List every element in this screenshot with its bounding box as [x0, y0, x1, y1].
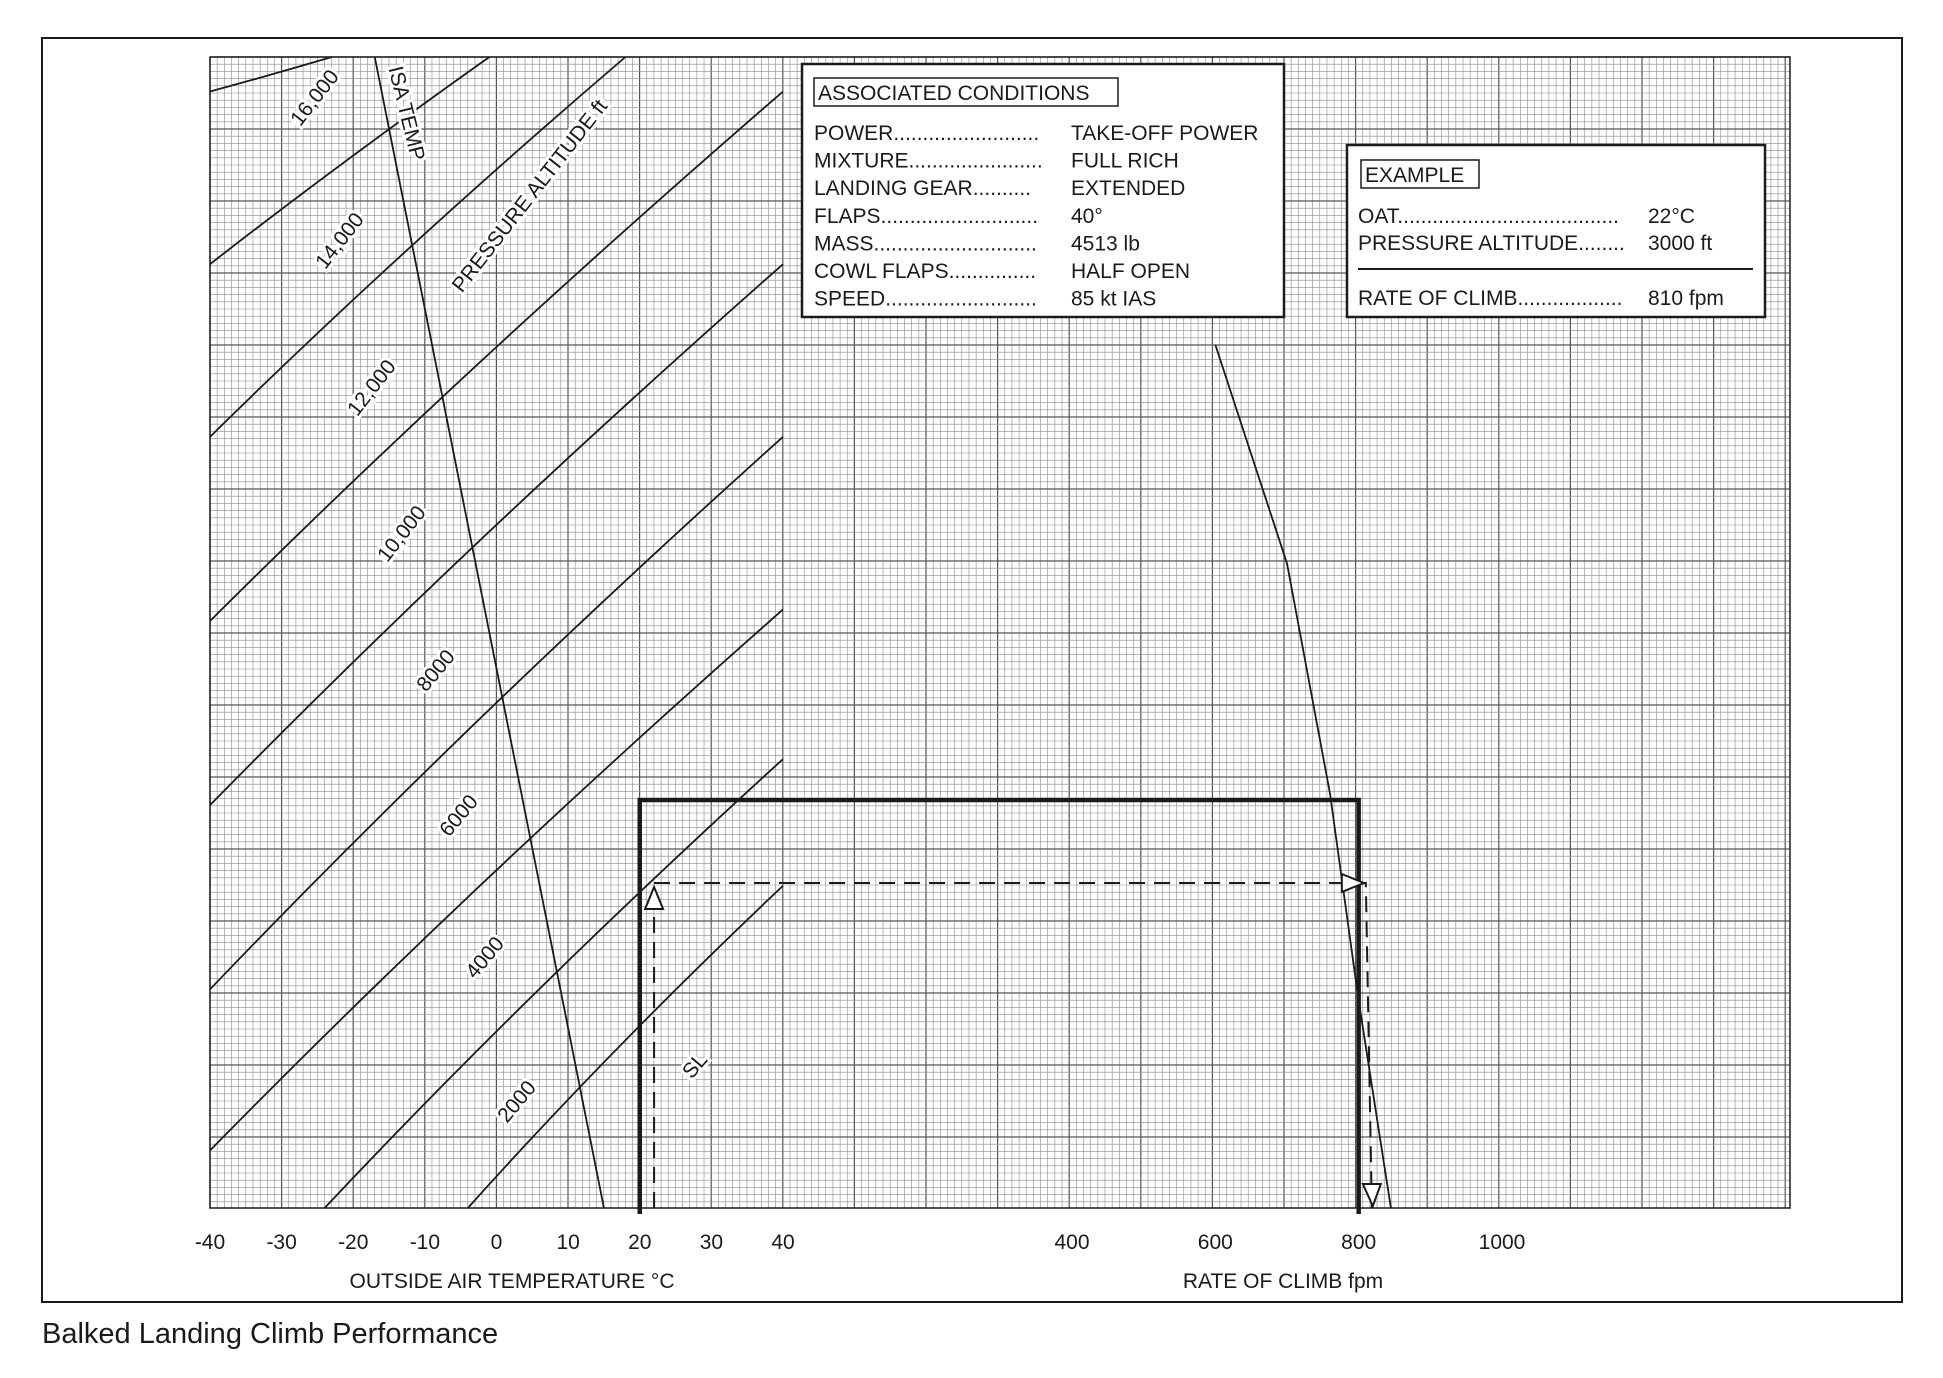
arrow-up-icon — [643, 884, 665, 910]
condition-value: 85 kt IAS — [1071, 288, 1156, 311]
example-value: 22°C — [1648, 205, 1695, 228]
altitude-line-8000 — [209, 263, 784, 806]
condition-value: HALF OPEN — [1071, 260, 1190, 283]
line-label-16000: 16,000 — [286, 66, 344, 131]
condition-value: 4513 lb — [1071, 232, 1140, 255]
roc-tick-label: 800 — [1341, 1231, 1376, 1254]
condition-value: 40° — [1071, 205, 1103, 228]
associated-conditions-box: ASSOCIATED CONDITIONS POWER.............… — [800, 62, 1286, 319]
condition-label: SPEED.......................... — [814, 288, 1037, 311]
altitude-line-4000 — [209, 608, 784, 1152]
plot-area-border — [209, 56, 1791, 1209]
condition-label: COWL FLAPS............... — [814, 260, 1036, 283]
rate-of-climb-curve — [1214, 344, 1392, 1209]
line-label-group: 6000 — [432, 788, 486, 845]
chart-frame — [41, 37, 1903, 1303]
example-box: EXAMPLE OAT.............................… — [1345, 143, 1767, 319]
axis-ticks: -40 -30 -20 -10 0 10 20 30 40 400 600 800 1000 — [195, 1231, 1526, 1254]
line-label-6000: 6000 — [435, 791, 483, 842]
temperature-tick-label: -20 — [338, 1231, 368, 1254]
line-label-4000: 4000 — [461, 933, 509, 984]
line-label-group: 2000 — [490, 1074, 544, 1131]
example-paths — [637, 797, 1383, 1214]
altitude-line-14000 — [209, 56, 490, 265]
example-result-label: RATE OF CLIMB.................. — [1358, 287, 1622, 310]
temperature-axis-label: OUTSIDE AIR TEMPERATURE °C — [350, 1270, 675, 1293]
altitude-line-isatemp — [373, 56, 605, 1209]
altitude-line-6000 — [209, 436, 784, 990]
line-label-2000: 2000 — [493, 1077, 541, 1128]
temperature-tick-label: 20 — [628, 1231, 651, 1254]
condition-label: MASS............................ — [814, 232, 1037, 255]
condition-label: MIXTURE....................... — [814, 150, 1043, 173]
condition-value: EXTENDED — [1071, 177, 1185, 200]
line-label-group: 4000 — [458, 930, 512, 987]
temperature-tick-label: -10 — [410, 1231, 440, 1254]
figure-caption: Balked Landing Climb Performance — [42, 1318, 499, 1350]
arrow-down-icon — [1361, 1183, 1383, 1209]
line-label-sl: SL — [678, 1049, 712, 1083]
line-labels: 16,00014,00012,00010,0008000600040002000… — [283, 61, 715, 1131]
temperature-tick-label: 30 — [700, 1231, 723, 1254]
condition-value: TAKE-OFF POWER — [1071, 122, 1258, 145]
condition-label: LANDING GEAR.......... — [814, 177, 1031, 200]
example-title: EXAMPLE — [1365, 164, 1464, 187]
arrow-right-icon — [1340, 872, 1367, 894]
associated-conditions-title: ASSOCIATED CONDITIONS — [818, 82, 1089, 105]
condition-label: FLAPS........................... — [814, 205, 1038, 228]
temperature-tick-label: 10 — [556, 1231, 579, 1254]
line-label-group: 8000 — [409, 643, 463, 700]
roc-axis-label: RATE OF CLIMB fpm — [1183, 1270, 1383, 1293]
example-label: OAT.....................................… — [1358, 205, 1619, 228]
altitude-line-2000 — [323, 758, 784, 1209]
roc-tick-label: 600 — [1198, 1231, 1233, 1254]
line-label-pressurealtitude: PRESSURE ALTITUDE ft — [448, 95, 613, 297]
temperature-tick-label: 0 — [491, 1231, 503, 1254]
condition-label: POWER......................... — [814, 122, 1039, 145]
temperature-tick-label: 40 — [771, 1231, 794, 1254]
reference-solid-path — [637, 797, 1361, 1214]
altitude-line-10000 — [209, 90, 784, 622]
example-dashed-path — [653, 882, 1373, 1209]
altitude-line-12000 — [209, 56, 627, 438]
line-label-group: SL — [675, 1046, 715, 1086]
roc-tick-label: 400 — [1054, 1231, 1089, 1254]
line-label-8000: 8000 — [412, 646, 460, 697]
temperature-tick-label: -40 — [195, 1231, 225, 1254]
altitude-line-sl — [467, 885, 784, 1209]
example-label: PRESSURE ALTITUDE........ — [1358, 232, 1625, 255]
chart-curves — [209, 56, 1392, 1209]
example-value: 3000 ft — [1648, 232, 1712, 255]
roc-tick-label: 1000 — [1479, 1231, 1526, 1254]
example-result-value: 810 fpm — [1648, 287, 1724, 310]
condition-value: FULL RICH — [1071, 150, 1179, 173]
line-label-group: PRESSURE ALTITUDE ft — [445, 92, 616, 300]
line-label-group: 16,000 — [283, 63, 347, 134]
temperature-tick-label: -30 — [266, 1231, 296, 1254]
altitude-line-16000 — [209, 56, 333, 93]
